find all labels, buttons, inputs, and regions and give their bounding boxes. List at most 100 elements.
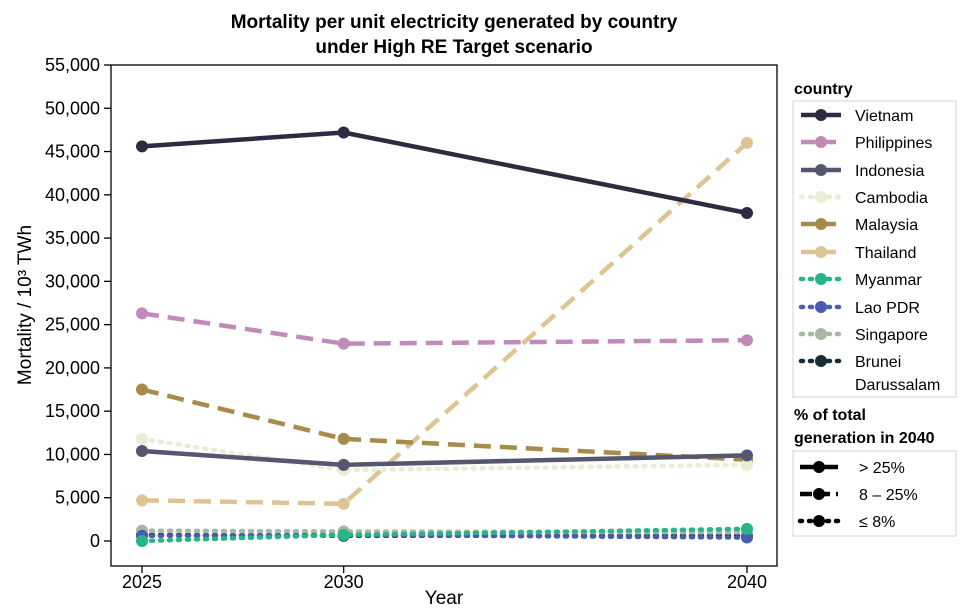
y-tick-label: 0 [90, 531, 100, 551]
legend-item-malaysia: Malaysia [801, 217, 918, 234]
data-point-vietnam [337, 126, 350, 139]
legend-label: Malaysia [855, 217, 918, 234]
plot-area [110, 64, 778, 567]
y-tick-label: 15,000 [45, 401, 100, 421]
legend-label: Vietnam [855, 108, 913, 125]
legend-label: Thailand [855, 245, 916, 262]
legend-marker [815, 355, 827, 367]
y-tick-label: 55,000 [45, 55, 100, 75]
data-point-indonesia [337, 458, 350, 471]
series-layer [136, 126, 753, 547]
legend-label: Indonesia [855, 163, 924, 180]
style-legend-label: ≤ 8% [859, 514, 895, 531]
data-point-cambodia [136, 432, 148, 445]
series-vietnam [136, 126, 753, 219]
data-point-vietnam [741, 206, 753, 219]
x-tick-label: 2025 [122, 572, 162, 592]
style-legend-title-line-1: % of total [794, 407, 866, 424]
y-axis: 0 5,000 10,000 15,000 20,000 25,000 30,000 35,0… [45, 55, 111, 551]
legend-item-indonesia: Indonesia [801, 163, 924, 180]
data-point-myanmar [136, 535, 148, 547]
series-line-vietnam [141, 130, 748, 216]
data-point-lao-pdr [741, 531, 753, 544]
style-legend-marker [813, 461, 825, 473]
series-malaysia [136, 383, 753, 466]
legend-marker [815, 328, 827, 340]
data-point-philippines [136, 307, 148, 320]
legend-label: Cambodia [855, 190, 928, 207]
series-brunei-darussalam [136, 528, 753, 542]
style-legend-item-dotted: ≤ 8% [797, 514, 895, 531]
data-point-philippines [337, 337, 350, 350]
legend-label: Singapore [855, 327, 928, 344]
y-tick-label: 5,000 [55, 488, 100, 508]
legend-marker [815, 273, 827, 285]
style-legend-items: > 25% 8 – 25% ≤ 8% [797, 460, 918, 531]
y-tick-label: 20,000 [45, 358, 100, 378]
style-legend-item-dashed: 8 – 25% [800, 487, 918, 504]
x-axis: 2025 2030 2040 [122, 566, 767, 592]
legend-marker [815, 301, 827, 313]
style-legend-label: > 25% [859, 460, 905, 477]
style-legend-label: 8 – 25% [859, 487, 918, 504]
legend-label: Lao PDR [855, 300, 920, 317]
y-tick-label: 30,000 [45, 271, 100, 291]
y-tick-label: 35,000 [45, 228, 100, 248]
data-point-thailand [136, 494, 148, 507]
style-legend-marker [813, 488, 825, 500]
data-point-vietnam [136, 140, 148, 153]
data-point-indonesia [741, 449, 753, 462]
data-point-thailand [741, 136, 753, 149]
series-philippines [136, 307, 753, 350]
legend-label: Myanmar [855, 272, 922, 289]
legend-item-myanmar: Myanmar [798, 272, 922, 289]
y-tick-label: 45,000 [45, 142, 100, 162]
legend-marker [815, 246, 827, 258]
legend-label: Brunei [855, 354, 901, 371]
legend-marker [815, 136, 827, 148]
y-tick-label: 25,000 [45, 315, 100, 335]
chart-title-line-1: Mortality per unit electricity generated… [231, 12, 678, 33]
data-point-cambodia [741, 458, 753, 471]
y-tick-label: 10,000 [45, 444, 100, 464]
legend-box [792, 100, 957, 398]
legend-marker [815, 218, 827, 230]
series-indonesia [136, 444, 753, 471]
legend-items: Vietnam Philippines Indonesia Cambodia Malay… [798, 108, 940, 394]
legend-item-philippines: Philippines [801, 135, 932, 152]
data-point-thailand [337, 497, 350, 510]
style-legend-marker [813, 515, 825, 527]
chart-title-line-2: under High RE Target scenario [315, 37, 592, 58]
style-legend-item-solid: > 25% [800, 460, 905, 477]
series-line-philippines [141, 311, 748, 346]
data-point-myanmar [741, 522, 753, 535]
y-tick-label: 40,000 [45, 185, 100, 205]
data-point-malaysia [136, 383, 148, 396]
series-line-malaysia [141, 387, 748, 462]
x-tick-label: 2040 [727, 572, 767, 592]
legend-item-vietnam: Vietnam [801, 108, 913, 125]
x-axis-label: Year [425, 588, 464, 608]
data-point-philippines [741, 334, 753, 347]
legend-item-cambodia: Cambodia [798, 190, 928, 207]
data-point-indonesia [136, 444, 148, 457]
style-legend-title-line-2: generation in 2040 [794, 430, 935, 447]
data-point-malaysia [337, 432, 350, 445]
legend-item-thailand: Thailand [801, 245, 916, 262]
legend-item-brunei-darussalam: Brunei Darussalam [798, 354, 940, 394]
series-lao-pdr [136, 528, 753, 544]
y-tick-label: 50,000 [45, 98, 100, 118]
series-thailand [136, 136, 753, 510]
series-line-thailand [141, 141, 749, 507]
y-axis-label: Mortality / 10³ TWh [15, 225, 36, 385]
legend-marker [815, 109, 827, 121]
x-tick-label: 2030 [324, 572, 364, 592]
legend-title: country [794, 81, 853, 98]
legend-marker [815, 164, 827, 176]
legend-marker [815, 191, 827, 203]
legend-label: Darussalam [855, 377, 940, 394]
style-legend-box [792, 450, 957, 537]
legend-label: Philippines [855, 135, 932, 152]
series-myanmar [136, 522, 753, 547]
